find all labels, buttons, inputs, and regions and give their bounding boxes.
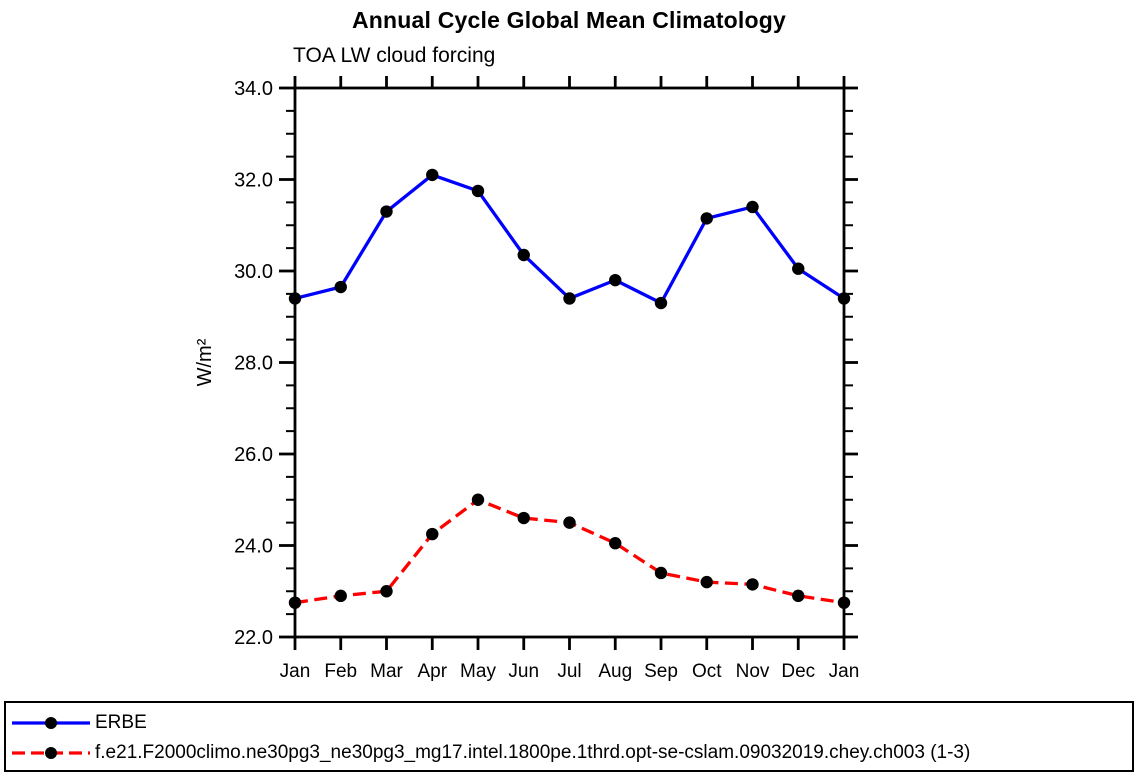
x-tick-label: Dec	[781, 661, 815, 682]
legend-item-erbe: ERBE	[10, 710, 147, 736]
x-tick-label: Mar	[370, 661, 403, 682]
data-point-marker-0	[654, 296, 668, 310]
data-point-marker-0	[380, 205, 393, 218]
chart-subtitle: TOA LW cloud forcing	[293, 44, 496, 67]
y-tick-label: 22.0	[234, 627, 273, 649]
data-point-marker-1	[837, 596, 851, 609]
data-point-marker-1	[609, 537, 622, 550]
plot-box	[293, 86, 846, 639]
y-tick-label: 24.0	[234, 536, 273, 558]
data-point-marker-0	[746, 200, 759, 214]
y-tick-label: 26.0	[234, 444, 273, 466]
legend-item-model: f.e21.F2000climo.ne30pg3_ne30pg3_mg17.in…	[10, 740, 970, 766]
data-point-marker-1	[792, 589, 805, 603]
x-tick-label: May	[460, 661, 496, 682]
x-tick-label: Feb	[324, 661, 357, 682]
x-tick-label: Jan	[829, 661, 860, 682]
data-point-marker-1	[334, 589, 347, 603]
x-tick-label: Aug	[598, 661, 632, 682]
y-tick-label: 32.0	[234, 170, 273, 192]
chart-title: Annual Cycle Global Mean Climatology	[351, 7, 787, 33]
x-tick-label: Jun	[508, 661, 539, 682]
data-point-marker-0	[471, 184, 485, 198]
data-point-marker-1	[746, 578, 759, 591]
x-tick-label: Nov	[736, 661, 770, 682]
data-point-marker-1	[471, 493, 485, 506]
data-point-marker-0	[700, 212, 713, 225]
data-point-marker-1	[700, 575, 713, 589]
data-point-marker-0	[288, 292, 302, 305]
data-point-marker-0	[334, 280, 347, 294]
y-tick-label: 28.0	[234, 353, 273, 375]
x-tick-label: Apr	[417, 661, 447, 682]
data-point-marker-0	[837, 292, 851, 305]
y-axis-title: W/m²	[194, 338, 216, 386]
data-point-marker-0	[517, 248, 530, 262]
legend-label-model: f.e21.F2000climo.ne30pg3_ne30pg3_mg17.in…	[95, 742, 971, 763]
x-tick-label: Sep	[644, 661, 678, 682]
x-tick-label: Jul	[557, 661, 581, 682]
series-line-0	[294, 173, 845, 305]
x-tick-label: Oct	[692, 661, 722, 682]
data-point-marker-1	[563, 516, 576, 529]
legend-label-erbe: ERBE	[95, 712, 147, 733]
legend-dashed-line-sample	[12, 747, 90, 759]
data-point-marker-1	[517, 511, 530, 525]
plot-area: 22.0 24.0 26.0 28.0 30.0 32.0 34.0 Jan Feb Mar Apr…	[194, 76, 860, 682]
legend-marker-icon	[45, 717, 57, 729]
legend-solid-line-sample	[12, 717, 90, 729]
x-tick-label: Jan	[280, 661, 311, 682]
y-tick-label: 30.0	[234, 261, 273, 283]
y-tick-label: 34.0	[234, 78, 273, 100]
legend: ERBE f.e21.F2000climo.ne30pg3_ne30pg3_mg…	[4, 701, 1134, 772]
data-point-marker-0	[426, 168, 439, 182]
data-point-marker-0	[563, 292, 576, 305]
data-point-marker-1	[380, 585, 393, 598]
data-point-marker-0	[609, 273, 622, 287]
series-line-1	[294, 498, 845, 605]
data-point-marker-1	[288, 596, 302, 609]
legend-marker-icon	[45, 747, 57, 759]
data-point-marker-0	[792, 262, 805, 275]
data-point-marker-1	[654, 566, 668, 580]
data-point-marker-1	[426, 527, 439, 541]
